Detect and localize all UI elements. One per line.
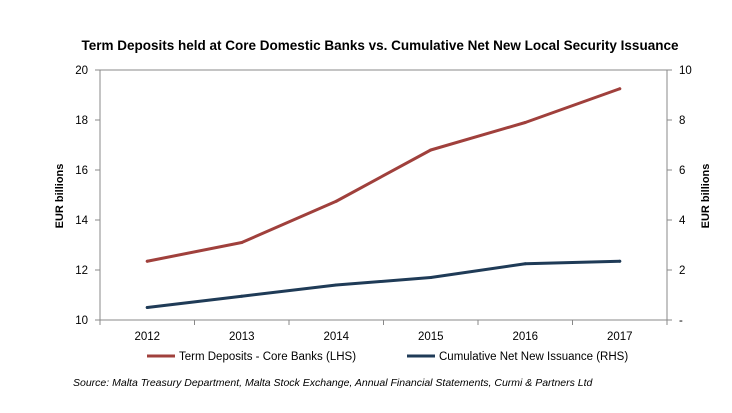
legend-label-net-issuance: Cumulative Net New Issuance (RHS): [439, 351, 628, 363]
source-note: Source: Malta Treasury Department, Malta…: [73, 377, 594, 389]
x-tick-label: 2012: [134, 331, 160, 343]
series-line-1: [145, 259, 622, 309]
data-point: [145, 306, 149, 309]
data-point: [429, 148, 433, 152]
x-tick-label: 2016: [512, 331, 538, 343]
x-tick-label: 2015: [418, 331, 444, 343]
right-tick-label: 10: [679, 65, 692, 77]
left-tick-label: 20: [75, 65, 88, 77]
data-point: [145, 259, 149, 263]
data-point: [618, 87, 622, 91]
x-tick-label: 2014: [323, 331, 349, 343]
data-point: [618, 259, 622, 263]
data-point: [240, 241, 244, 244]
left-tick-label: 16: [75, 165, 88, 177]
x-tick-label: 2017: [607, 331, 633, 343]
left-tick-label: 14: [75, 215, 88, 227]
right-tick-label: 8: [679, 115, 685, 127]
y-axis-right-label: EUR billions: [700, 164, 712, 229]
legend-label-term-deposits: Term Deposits - Core Banks (LHS): [179, 351, 356, 363]
x-axis-ticks: 2012 2013 2014 2015 2016 2017: [99, 320, 668, 343]
right-tick-label: -: [679, 315, 683, 327]
data-point: [240, 294, 244, 298]
left-tick-label: 12: [75, 265, 88, 277]
left-tick-label: 10: [75, 315, 88, 327]
data-point: [334, 283, 338, 287]
data-point: [334, 199, 338, 203]
series-lines: [145, 87, 622, 309]
legend: Term Deposits - Core Banks (LHS) Cumulat…: [147, 351, 628, 363]
left-tick-label: 18: [75, 115, 88, 127]
right-tick-label: 6: [679, 165, 685, 177]
series-line-0: [145, 87, 622, 263]
right-tick-label: 2: [679, 265, 685, 277]
data-point: [429, 276, 433, 279]
data-point: [523, 121, 527, 124]
left-axis-ticks: 10 12 14 16 18 20: [75, 65, 100, 327]
chart-title: Term Deposits held at Core Domestic Bank…: [82, 38, 679, 53]
data-point: [523, 262, 527, 266]
right-tick-label: 4: [679, 215, 686, 227]
x-tick-label: 2013: [229, 331, 255, 343]
y-axis-left-label: EUR billions: [54, 164, 66, 229]
right-axis-ticks: - 2 4 6 8 10: [667, 65, 692, 327]
